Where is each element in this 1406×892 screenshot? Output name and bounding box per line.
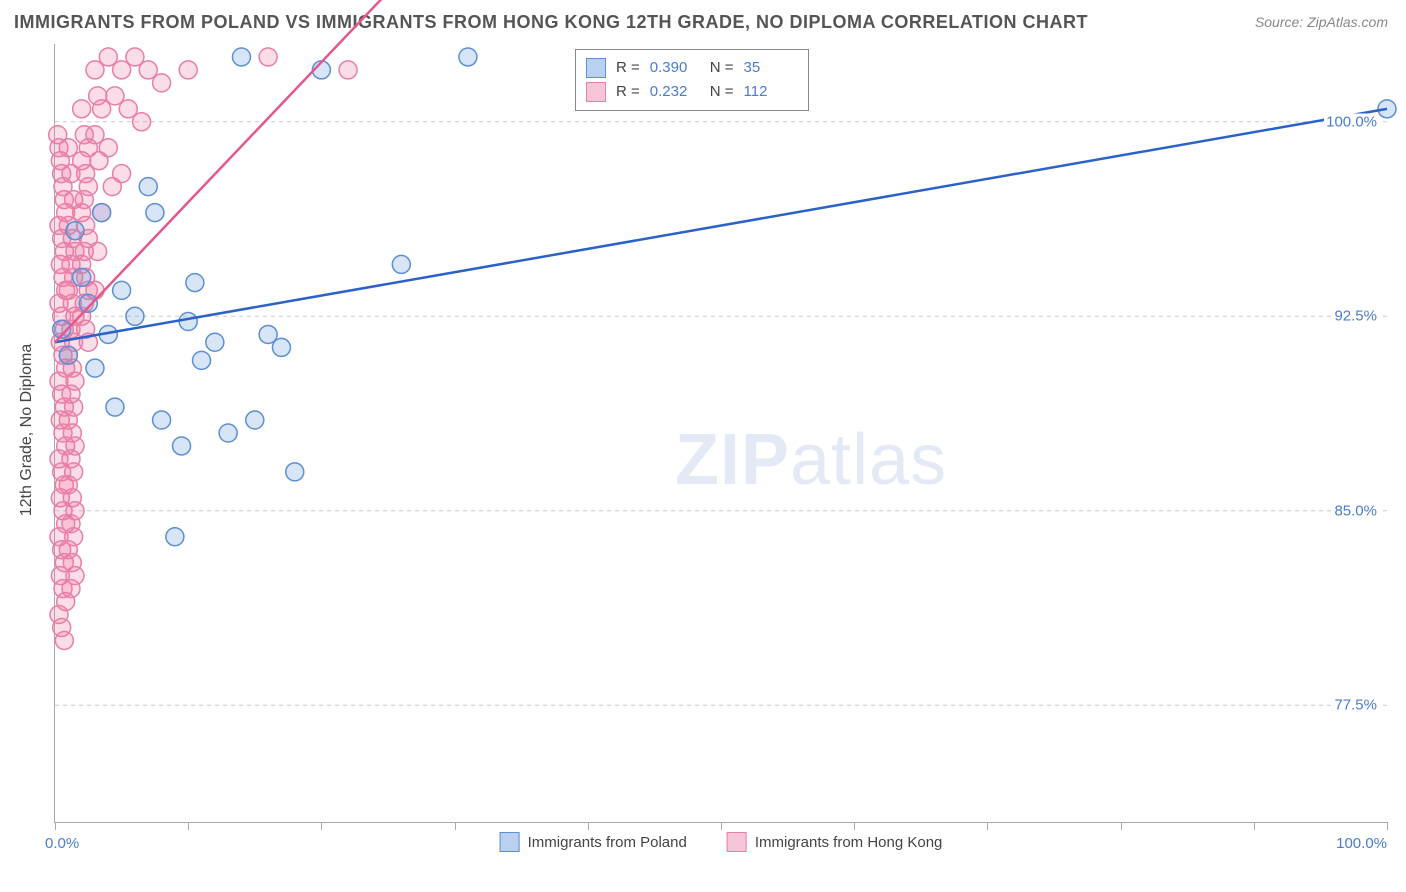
x-axis-max-label: 100.0%	[1336, 835, 1387, 852]
data-point	[66, 222, 84, 240]
r-value: 0.232	[650, 80, 700, 104]
legend-swatch	[586, 82, 606, 102]
trend-line	[55, 109, 1387, 342]
data-point	[73, 100, 91, 118]
data-point	[86, 359, 104, 377]
data-point	[259, 48, 277, 66]
data-point	[113, 281, 131, 299]
series-legend: Immigrants from Poland Immigrants from Ho…	[500, 832, 943, 852]
legend-swatch	[500, 832, 520, 852]
data-point	[179, 61, 197, 79]
series-name: Immigrants from Poland	[528, 834, 687, 851]
data-point	[99, 139, 117, 157]
data-point	[79, 294, 97, 312]
r-label: R =	[616, 80, 640, 104]
series-legend-item: Immigrants from Hong Kong	[727, 832, 943, 852]
legend-swatch	[727, 832, 747, 852]
legend-swatch	[586, 58, 606, 78]
data-point	[153, 74, 171, 92]
series-legend-item: Immigrants from Poland	[500, 832, 687, 852]
data-point	[186, 274, 204, 292]
y-axis-title: 12th Grade, No Diploma	[18, 344, 36, 517]
chart-svg	[55, 44, 1387, 822]
y-gridline-label: 100.0%	[1324, 113, 1379, 130]
data-point	[73, 268, 91, 286]
stats-legend-row: R = 0.390 N = 35	[586, 56, 794, 80]
x-axis-min-label: 0.0%	[45, 835, 79, 852]
data-point	[246, 411, 264, 429]
stats-legend: R = 0.390 N = 35 R = 0.232 N = 112	[575, 49, 809, 111]
data-point	[193, 351, 211, 369]
data-point	[133, 113, 151, 131]
n-value: 112	[744, 80, 794, 104]
y-gridline-label: 85.0%	[1332, 502, 1379, 519]
data-point	[206, 333, 224, 351]
data-point	[55, 631, 73, 649]
data-point	[126, 307, 144, 325]
source-attribution: Source: ZipAtlas.com	[1255, 14, 1388, 30]
data-point	[106, 398, 124, 416]
n-label: N =	[710, 80, 734, 104]
data-point	[232, 48, 250, 66]
r-value: 0.390	[650, 56, 700, 80]
data-point	[173, 437, 191, 455]
data-point	[139, 178, 157, 196]
r-label: R =	[616, 56, 640, 80]
data-point	[179, 312, 197, 330]
data-point	[392, 255, 410, 273]
data-point	[153, 411, 171, 429]
data-point	[459, 48, 477, 66]
n-value: 35	[744, 56, 794, 80]
data-point	[272, 338, 290, 356]
data-point	[166, 528, 184, 546]
data-point	[339, 61, 357, 79]
data-point	[62, 580, 80, 598]
plot-area: ZIPatlas 100.0%92.5%85.0%77.5% 0.0% 100.…	[54, 44, 1387, 823]
chart-title: IMMIGRANTS FROM POLAND VS IMMIGRANTS FRO…	[14, 12, 1088, 33]
y-gridline-label: 77.5%	[1332, 697, 1379, 714]
data-point	[113, 165, 131, 183]
data-point	[219, 424, 237, 442]
y-gridline-label: 92.5%	[1332, 308, 1379, 325]
data-point	[146, 204, 164, 222]
data-point	[89, 242, 107, 260]
n-label: N =	[710, 56, 734, 80]
stats-legend-row: R = 0.232 N = 112	[586, 80, 794, 104]
series-name: Immigrants from Hong Kong	[755, 834, 943, 851]
data-point	[93, 204, 111, 222]
data-point	[286, 463, 304, 481]
data-point	[59, 346, 77, 364]
